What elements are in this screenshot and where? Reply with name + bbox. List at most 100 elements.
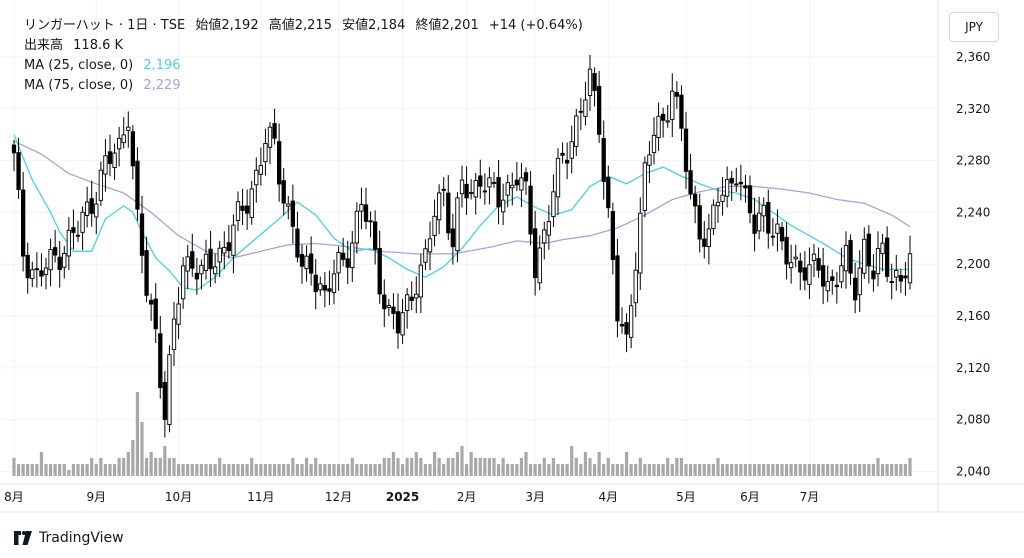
- candle-body-down: [798, 260, 803, 273]
- candlestick: [606, 165, 611, 218]
- candlestick: [372, 210, 378, 265]
- candlestick: [884, 226, 890, 283]
- volume-bar: [894, 464, 898, 476]
- candle-body-up: [98, 169, 104, 201]
- candlestick: [75, 220, 81, 242]
- time-tick-label: 7月: [800, 490, 820, 504]
- candlestick: [459, 165, 465, 208]
- candlestick: [34, 252, 40, 288]
- volume-bar: [524, 452, 528, 476]
- candlestick: [834, 271, 840, 304]
- candlestick: [331, 259, 337, 305]
- candlestick: [729, 170, 734, 201]
- candlestick: [176, 287, 181, 340]
- candlestick: [345, 240, 350, 284]
- candlestick: [679, 85, 684, 142]
- candlestick: [537, 235, 542, 291]
- volume-bar: [286, 464, 290, 476]
- candlestick: [432, 199, 437, 247]
- volume-bar: [250, 458, 254, 476]
- candle-body-up: [359, 204, 364, 212]
- symbol-line[interactable]: リンガーハット · 1日 · TSE: [24, 18, 186, 33]
- ma75-row[interactable]: MA (75, close, 0) 2,229: [24, 76, 583, 96]
- volume-bar: [867, 464, 871, 476]
- volume-bar: [739, 464, 743, 476]
- candlestick: [281, 168, 286, 216]
- candlestick: [308, 236, 314, 286]
- candlestick: [510, 172, 515, 206]
- volume-bar: [387, 458, 391, 476]
- volume-bar: [615, 464, 620, 476]
- candlestick: [688, 153, 693, 200]
- price-axis[interactable]: 2,360 2,320 2,280 2,240 2,200 2,160 2,120 2,080…: [937, 0, 990, 512]
- candle-body-up: [510, 184, 515, 189]
- volume-bar: [652, 464, 656, 476]
- candlestick: [43, 257, 49, 290]
- volume-bar: [730, 464, 734, 476]
- candlestick: [98, 161, 104, 206]
- candle-body-up: [66, 229, 72, 257]
- candlestick: [674, 81, 680, 109]
- candle-body-up: [628, 305, 634, 338]
- candle-body-down: [738, 181, 744, 185]
- candle-body-up: [715, 201, 721, 207]
- volume-bar: [295, 464, 300, 476]
- volume-bar: [218, 458, 222, 476]
- candle-body-down: [244, 205, 250, 214]
- candle-body-up: [167, 354, 172, 425]
- volume-bar: [629, 464, 633, 476]
- candlestick: [711, 199, 716, 236]
- ma25-row[interactable]: MA (25, close, 0) 2,196: [24, 56, 583, 76]
- candle-body-down: [532, 228, 538, 279]
- candlestick: [249, 180, 254, 225]
- volume-bar: [560, 464, 565, 476]
- candlestick: [400, 298, 405, 344]
- volume-bar: [103, 464, 108, 476]
- candlestick: [683, 111, 689, 189]
- candle-body-up: [231, 224, 236, 256]
- volume-bar: [638, 458, 642, 476]
- candle-body-down: [190, 251, 195, 269]
- candlestick: [866, 225, 872, 284]
- time-axis[interactable]: 8月 9月 10月 11月 12月 2025 2月 3月 4月 5月 6月 7月: [0, 483, 1024, 513]
- candle-body-down: [784, 236, 789, 265]
- volume-bar: [766, 464, 770, 476]
- candlestick: [263, 128, 268, 176]
- candle-body-down: [852, 277, 858, 301]
- candle-body-down: [848, 240, 853, 274]
- candlestick: [857, 250, 862, 313]
- candlestick: [158, 315, 163, 399]
- candle-body-up: [212, 266, 218, 275]
- volume-bar: [213, 464, 217, 476]
- candlestick: [404, 288, 410, 329]
- candle-body-down: [560, 152, 565, 156]
- candlestick: [84, 186, 90, 228]
- candlestick: [487, 167, 492, 205]
- candlestick: [148, 293, 154, 321]
- price-tick-label: 2,360: [956, 50, 990, 64]
- candle-body-down: [340, 252, 346, 260]
- candlestick: [418, 253, 424, 314]
- candlestick: [642, 156, 648, 218]
- volume-bar: [167, 458, 172, 476]
- candle-body-down: [596, 85, 602, 135]
- tradingview-brand[interactable]: TradingView: [12, 528, 124, 548]
- candlestick: [203, 239, 209, 280]
- candlestick: [144, 236, 149, 303]
- volume-bar: [478, 458, 482, 476]
- currency-button[interactable]: JPY: [949, 12, 999, 42]
- candlestick: [414, 276, 419, 314]
- candle-body-down: [327, 288, 332, 292]
- candlestick: [811, 244, 817, 277]
- candle-body-down: [496, 177, 501, 208]
- candlestick: [350, 231, 355, 282]
- volume-bar: [592, 464, 597, 476]
- candle-body-down: [322, 284, 328, 291]
- candlestick: [231, 214, 236, 274]
- volume-bar: [551, 458, 556, 476]
- volume-bar: [208, 464, 213, 476]
- candlestick: [560, 142, 565, 164]
- candle-body-up: [720, 194, 725, 202]
- candlestick: [409, 281, 414, 311]
